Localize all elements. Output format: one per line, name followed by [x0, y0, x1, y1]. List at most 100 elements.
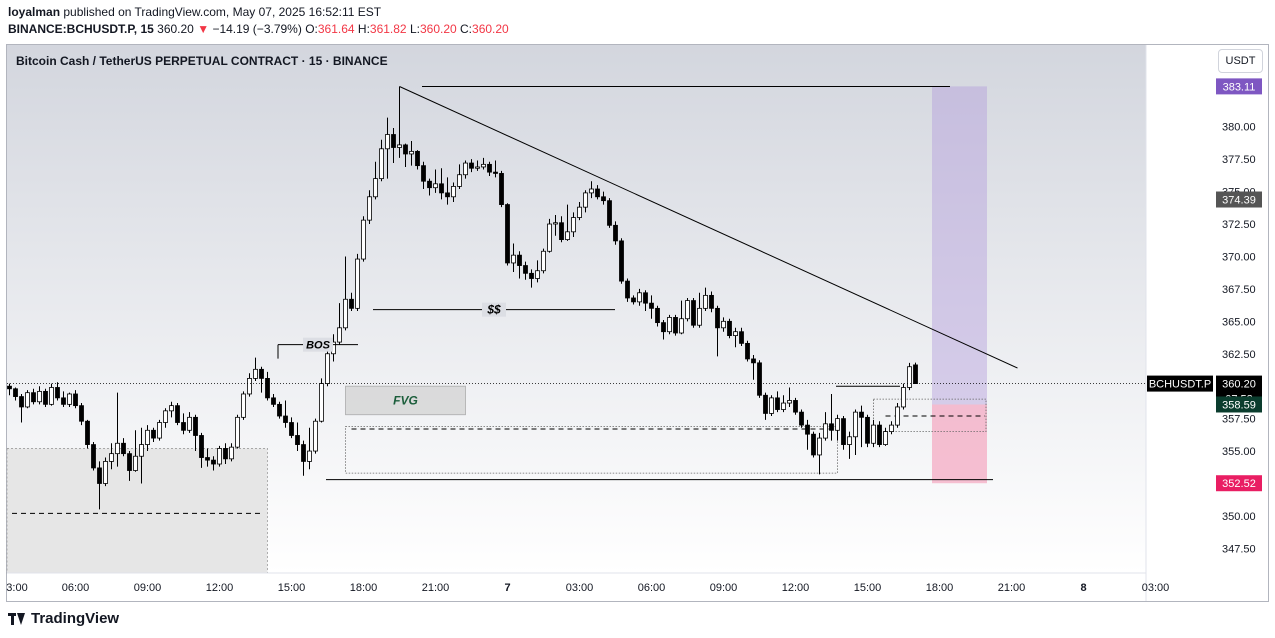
- time-tick-label: 03:00: [1142, 582, 1170, 594]
- footer-brand: TradingView: [31, 610, 120, 627]
- candle: [247, 373, 252, 397]
- candle: [793, 397, 798, 415]
- stop-price-badge: 352.52: [1216, 475, 1262, 492]
- candle-body: [49, 387, 54, 405]
- entry-range-box: [873, 398, 987, 432]
- high-value: 361.82: [369, 22, 407, 36]
- time-tick-label: 18:00: [926, 582, 954, 594]
- candle: [433, 169, 438, 193]
- candle-body: [655, 307, 660, 324]
- candle: [547, 218, 552, 253]
- candle-body: [325, 353, 330, 384]
- candle-body: [553, 222, 558, 225]
- candle: [877, 421, 882, 448]
- candle: [871, 419, 876, 448]
- candle: [97, 461, 102, 510]
- candle: [415, 150, 420, 170]
- tradingview-logo-icon: [8, 612, 26, 625]
- candle-body: [289, 422, 294, 436]
- candle-body: [877, 424, 882, 445]
- candle: [265, 371, 270, 401]
- candle-body: [157, 422, 162, 439]
- candle: [589, 181, 594, 199]
- candle-body: [145, 429, 150, 445]
- candle-body: [235, 416, 240, 448]
- candle: [559, 216, 564, 243]
- candle: [817, 432, 822, 475]
- candle: [901, 383, 906, 410]
- candle: [103, 457, 108, 487]
- candle: [571, 212, 576, 237]
- candle-body: [481, 163, 486, 168]
- time-tick-label: 09:00: [134, 582, 162, 594]
- candle: [67, 392, 72, 407]
- candle-body: [277, 403, 282, 417]
- candle-body: [247, 378, 252, 395]
- candle: [445, 177, 450, 205]
- candle: [625, 278, 630, 302]
- candle: [865, 414, 870, 448]
- candle: [241, 391, 246, 420]
- candle: [355, 253, 360, 311]
- currency-button[interactable]: USDT: [1218, 49, 1263, 73]
- candle-body: [685, 300, 690, 320]
- candle-body: [79, 405, 84, 422]
- candle: [439, 168, 444, 200]
- candle: [619, 238, 624, 284]
- low-value: 360.20: [419, 22, 457, 36]
- time-tick-label: 03:00: [566, 582, 594, 594]
- candle-body: [487, 163, 492, 173]
- candle-body: [109, 453, 114, 462]
- candle: [835, 414, 840, 441]
- candle-body: [409, 150, 414, 155]
- candle: [457, 164, 462, 189]
- candle: [649, 295, 654, 319]
- candle: [403, 143, 408, 167]
- candle: [427, 178, 432, 196]
- candle-body: [799, 411, 804, 426]
- candle: [49, 383, 54, 406]
- candle: [229, 443, 234, 462]
- candle: [115, 392, 120, 467]
- time-tick-label: 06:00: [638, 582, 666, 594]
- candle: [565, 204, 570, 241]
- candle: [751, 355, 756, 380]
- candle: [421, 161, 426, 189]
- candle: [475, 160, 480, 171]
- candle: [307, 427, 312, 470]
- candle-body: [817, 437, 822, 456]
- candle: [721, 317, 726, 332]
- target-price-badge-bg: [1216, 78, 1262, 95]
- candle-body: [865, 416, 870, 444]
- candle: [175, 403, 180, 426]
- candle-body: [151, 429, 156, 439]
- candle: [631, 295, 636, 305]
- current-price-badge-text: 360.20: [1222, 379, 1256, 391]
- candle-body: [709, 294, 714, 309]
- candle: [223, 443, 228, 465]
- candle-body: [355, 258, 360, 309]
- candle: [7, 383, 12, 396]
- candle: [697, 292, 702, 328]
- candle-body: [853, 411, 858, 438]
- candle: [823, 412, 828, 441]
- candle: [655, 305, 660, 327]
- candle-body: [169, 405, 174, 412]
- candle-body: [763, 394, 768, 414]
- candle: [157, 419, 162, 441]
- publisher-user[interactable]: loyalman: [8, 5, 61, 19]
- candle: [127, 451, 132, 481]
- candle: [37, 386, 42, 405]
- stop-price-badge-text: 352.52: [1222, 478, 1256, 490]
- time-tick-label: 21:00: [422, 582, 450, 594]
- candle-body: [427, 180, 432, 189]
- candle-body: [337, 327, 342, 343]
- candle: [523, 261, 528, 280]
- candle: [907, 362, 912, 391]
- candle-body: [769, 397, 774, 414]
- candle: [367, 190, 372, 225]
- fvg-label: FVG: [393, 393, 418, 407]
- time-tick-label: 15:00: [278, 582, 306, 594]
- candle-body: [163, 410, 168, 423]
